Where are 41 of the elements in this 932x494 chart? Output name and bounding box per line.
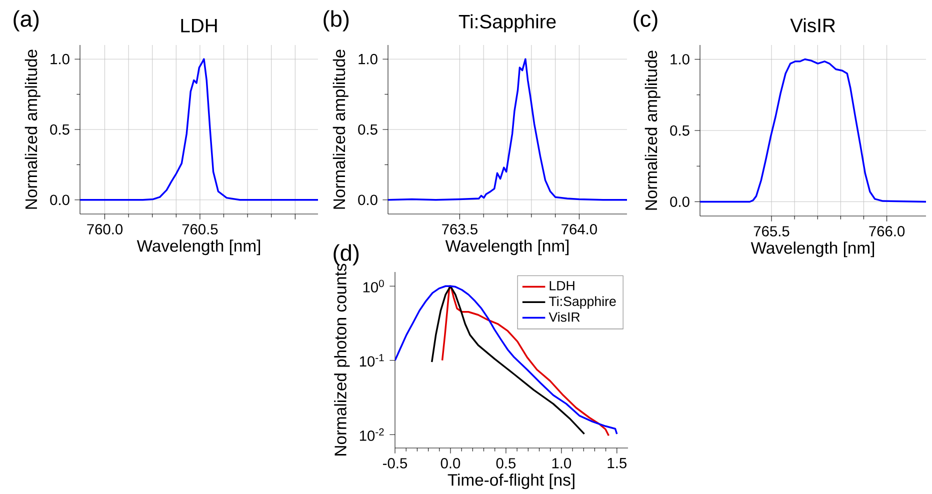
x-tick-label: 0.0 [440, 458, 460, 468]
chart-title: Ti:Sapphire [458, 14, 556, 32]
x-tick-label: -0.5 [383, 458, 408, 468]
y-tick-label: 0.5 [670, 125, 690, 136]
y-axis-title: Normalized amplitude [644, 50, 660, 210]
chart-title: VisIR [790, 18, 836, 32]
x-tick-label: 760.0 [87, 224, 123, 234]
x-tick-label: 1.0 [552, 458, 572, 468]
x-tick-label: 1.5 [608, 458, 626, 468]
y-tick-label: 10$^{-2}$ [360, 428, 384, 441]
y-tick-label: 0.5 [50, 124, 70, 135]
x-tick-label: 765.5 [754, 226, 790, 236]
x-tick-label: 763.5 [442, 224, 478, 234]
chart-title: LDH [181, 18, 217, 32]
y-axis-title: Normalized amplitude [332, 50, 348, 209]
text: (a) [14, 10, 39, 32]
legend-label: Ti:Sapphire [549, 296, 616, 309]
x-axis-title: Wavelength [nm] [136, 240, 260, 256]
x-axis-title: Time-of-flight [ns] [448, 474, 574, 490]
legend-label: VisIR [548, 312, 580, 322]
legend-label: LDH [550, 281, 574, 290]
y-tick-label: 0.0 [50, 194, 70, 206]
text: (d) [334, 244, 359, 266]
x-axis-title: Wavelength [nm] [750, 242, 874, 258]
y-tick-label: 0.0 [358, 194, 378, 206]
y-tick-label: 0.0 [670, 196, 690, 207]
y-tick-label: 1.0 [50, 54, 70, 64]
x-tick-label: 766.0 [869, 226, 905, 236]
x-tick-label: 0.5 [496, 458, 516, 468]
x-axis-title: Wavelength [nm] [445, 240, 569, 256]
y-axis-title: Normalized amplitude [24, 50, 40, 209]
y-axis-title: Normalized photon counts [334, 264, 350, 456]
y-tick-label: 1.0 [670, 54, 690, 64]
text: (c) [634, 10, 658, 32]
text: (b) [324, 10, 349, 32]
x-tick-label: 764.0 [562, 224, 597, 234]
y-tick-label: 1.0 [358, 54, 378, 64]
y-tick-label: 10$^{0}$ [363, 280, 384, 292]
y-tick-label: 10$^{-1}$ [360, 354, 384, 367]
y-tick-label: 0.5 [358, 124, 378, 135]
x-tick-label: 760.5 [182, 224, 218, 234]
